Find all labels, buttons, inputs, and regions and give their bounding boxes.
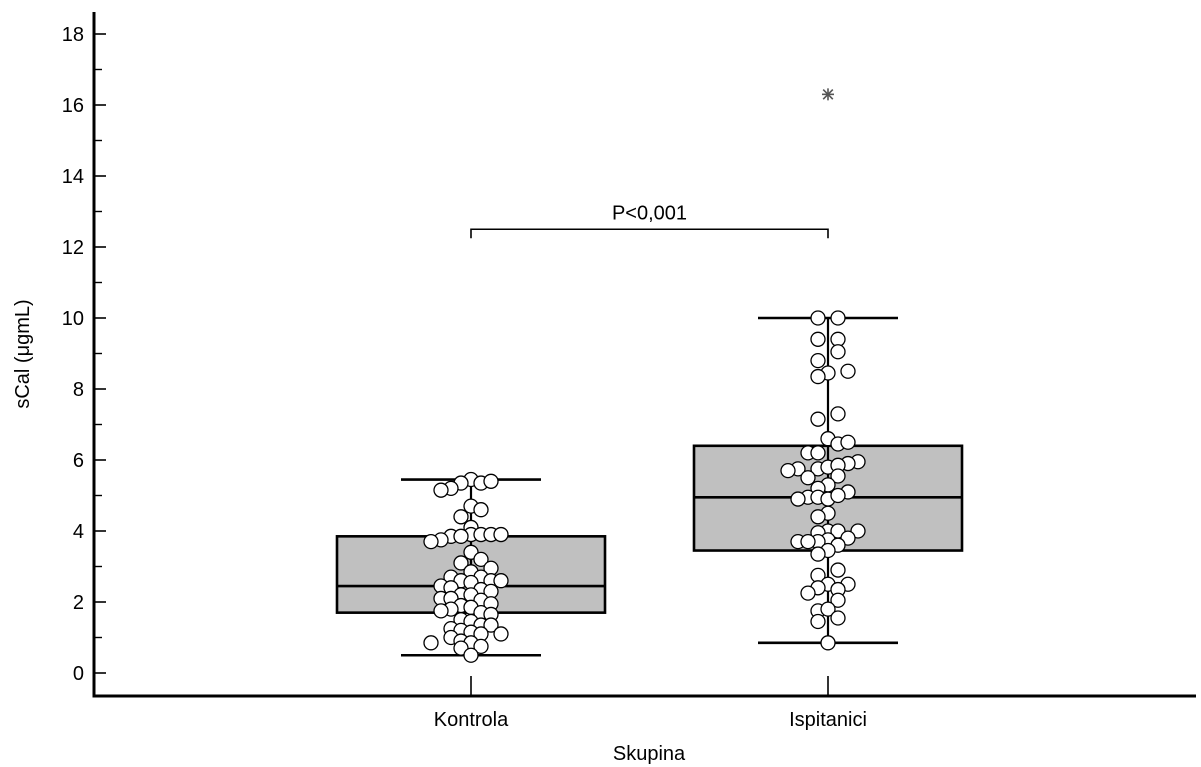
y-axis-ticks [94,33,106,674]
data-point [840,434,856,450]
data-point [493,526,509,543]
data-point [800,534,816,550]
y-tick-label: 10 [62,308,84,330]
data-point [840,363,856,379]
data-point [433,482,449,498]
x-axis-title: Skupina [613,743,686,765]
data-point [473,551,489,568]
y-tick-label: 8 [73,379,84,401]
data-point [820,635,836,651]
x-tick-label: Ispitanici [789,709,867,731]
data-point [810,445,826,461]
data-point [493,626,509,642]
data-point [463,647,479,663]
data-point [830,562,846,578]
data-point [830,406,846,422]
data-point [790,491,806,507]
significance-bracket: P<0,001 [470,202,829,239]
x-tick-label: Kontrola [434,709,509,731]
box-group [335,316,964,657]
data-point [453,555,469,571]
y-axis-tick-labels: 0 2 4 6 8 10 12 14 16 18 [62,24,84,685]
y-tick-label: 16 [62,95,84,117]
data-point [830,310,846,326]
data-point [810,352,826,369]
data-point [810,509,826,525]
data-point [810,310,826,326]
data-point [473,502,489,518]
data-point [810,411,826,427]
data-point [433,603,449,619]
x-axis-ticks [470,676,829,696]
data-point [800,470,816,486]
data-point [810,331,826,347]
significance-bracket-line [470,228,829,239]
y-tick-label: 18 [62,24,84,46]
y-tick-label: 6 [73,450,84,472]
outlier-markers [822,88,834,101]
data-point [810,368,826,385]
data-point [830,468,846,484]
data-point [780,462,796,479]
x-axis-tick-labels: Kontrola Ispitanici [434,709,867,731]
data-point [810,613,826,630]
data-point [483,617,499,633]
data-point [423,534,439,550]
data-point [473,638,489,655]
data-points [423,310,866,663]
data-point [483,473,499,489]
y-tick-label: 2 [73,592,84,614]
y-tick-label: 14 [62,166,84,188]
data-point [830,592,846,608]
data-point [493,573,509,589]
data-point [830,610,846,626]
y-tick-label: 0 [73,663,84,685]
data-point [800,585,816,601]
outlier-marker [822,88,834,101]
significance-label: P<0,001 [612,202,687,224]
data-point [453,509,469,525]
data-point [810,546,826,562]
data-point [830,344,846,360]
data-point [830,487,846,504]
y-axis-title: sCal (μgmL) [12,299,34,408]
data-point [453,528,469,544]
y-tick-label: 12 [62,237,84,259]
data-point [423,635,439,651]
y-tick-label: 4 [73,521,84,543]
data-point [820,601,836,617]
